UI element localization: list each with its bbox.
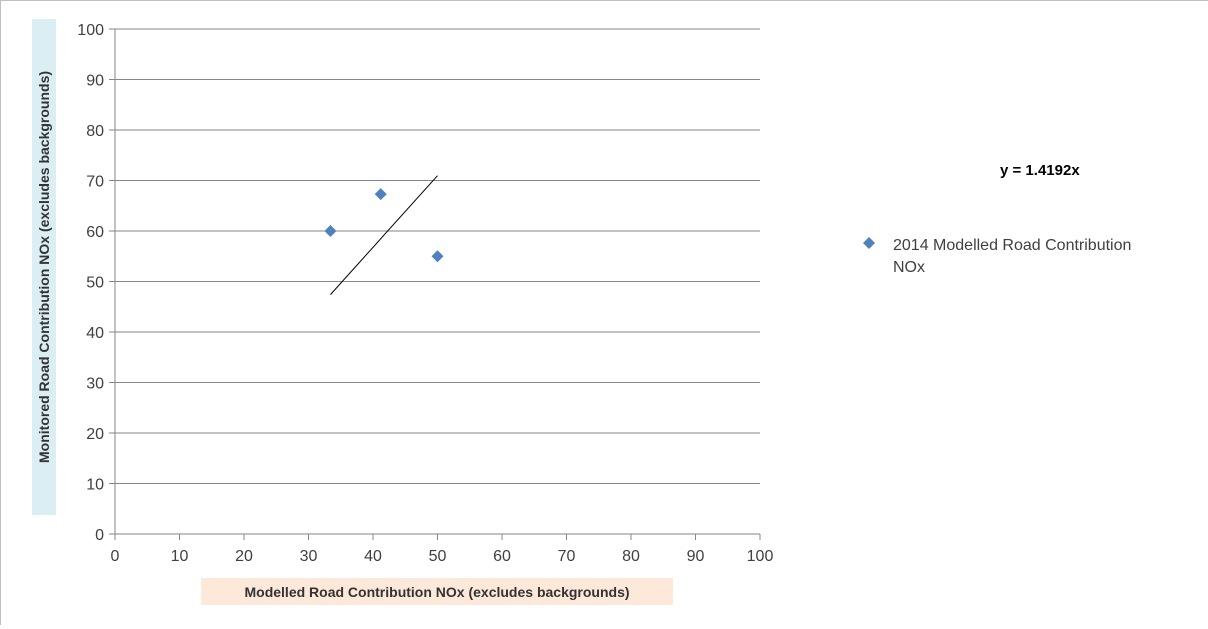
data-point-diamond: [374, 188, 387, 201]
x-tick-label: 0: [111, 548, 120, 565]
y-tick-label: 70: [86, 174, 104, 191]
data-point-diamond: [324, 225, 337, 237]
y-axis-title-background: [32, 19, 56, 515]
x-tick-label: 40: [364, 548, 382, 565]
y-axis-title-group: Monitored Road Contribution NOx (exclude…: [32, 19, 56, 515]
legend-marker-diamond-icon: [863, 237, 875, 249]
axes: [109, 28, 761, 540]
y-tick-label: 10: [86, 477, 104, 494]
y-tick-label: 60: [86, 224, 104, 241]
trendline: [330, 175, 438, 295]
x-axis-title: Modelled Road Contribution NOx (excludes…: [244, 584, 629, 600]
y-tick-label: 0: [95, 527, 104, 544]
x-tick-label: 70: [558, 548, 576, 565]
trendline-equation: y = 1.4192x: [1000, 162, 1080, 179]
x-tick-label: 20: [235, 548, 253, 565]
x-tick-label: 60: [493, 548, 511, 565]
x-tick-label: 100: [747, 548, 774, 565]
x-tick-label: 50: [429, 548, 447, 565]
y-tick-label: 50: [86, 275, 104, 292]
data-points: [324, 188, 444, 263]
x-axis-title-group: Modelled Road Contribution NOx (excludes…: [201, 578, 673, 605]
x-tick-label: 80: [622, 548, 640, 565]
y-tick-label: 100: [77, 22, 104, 39]
y-tick-label: 80: [86, 123, 104, 140]
trendline-layer: [330, 175, 438, 295]
gridlines: [115, 28, 760, 484]
tick-labels: 0 10 20 30 40 50 60 70 80 90 100 0 10 20 30 40 50 60 70 80 9…: [77, 22, 773, 565]
y-tick-label: 30: [86, 376, 104, 393]
y-axis-title: Monitored Road Contribution NOx (exclude…: [36, 71, 52, 463]
y-tick-label: 20: [86, 426, 104, 443]
data-point-diamond: [431, 250, 444, 263]
x-tick-label: 10: [171, 548, 189, 565]
y-tick-label: 40: [86, 325, 104, 342]
x-axis-title-background: [201, 578, 673, 605]
legend-label-line-1: 2014 Modelled Road Contribution: [893, 237, 1131, 254]
x-tick-label: 30: [300, 548, 318, 565]
legend-label-line-2: NOx: [893, 259, 925, 276]
y-tick-label: 90: [86, 73, 104, 90]
legend-label: 2014 Modelled Road Contribution NOx: [893, 237, 1136, 276]
x-tick-label: 90: [687, 548, 705, 565]
legend: 2014 Modelled Road Contribution NOx: [863, 237, 1136, 276]
